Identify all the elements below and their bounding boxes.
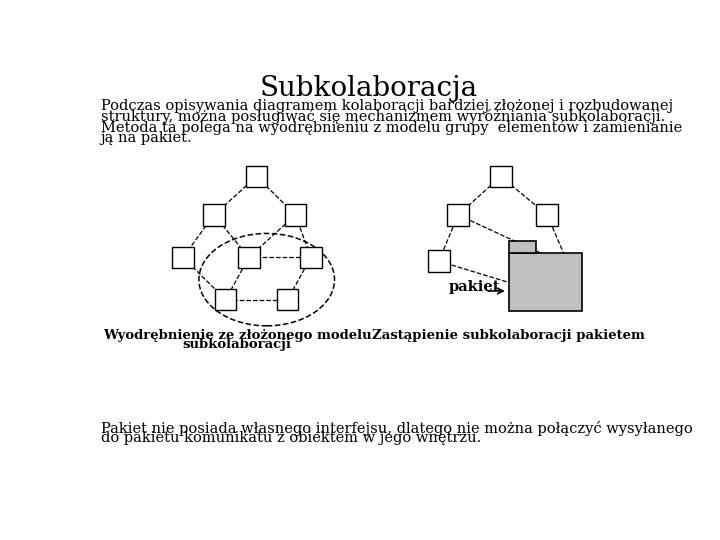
- Text: Zastąpienie subkolaboracji pakietem: Zastąpienie subkolaboracji pakietem: [372, 329, 645, 342]
- Text: subkolaboracji: subkolaboracji: [183, 338, 292, 351]
- Bar: [238, 247, 260, 268]
- Bar: [536, 204, 558, 226]
- Text: Podczas opisywania diagramem kolaboracji bardziej złożonej i rozbudowanej: Podczas opisywania diagramem kolaboracji…: [101, 99, 673, 113]
- Text: Pakiet nie posiada własnego interfejsu, dlatego nie można połączyć wysyłanego: Pakiet nie posiada własnego interfejsu, …: [101, 421, 693, 436]
- Bar: [508, 241, 536, 253]
- Bar: [276, 289, 299, 310]
- Bar: [428, 251, 449, 272]
- Bar: [203, 204, 225, 226]
- Text: do pakietu komunikatu z obiektem w jego wnętrzu.: do pakietu komunikatu z obiektem w jego …: [101, 431, 481, 446]
- Text: pakiet: pakiet: [449, 280, 500, 294]
- Bar: [246, 166, 267, 187]
- Text: Wyodrębnienie ze złożonego modelu: Wyodrębnienie ze złożonego modelu: [103, 329, 372, 342]
- Bar: [172, 247, 194, 268]
- Text: ją na pakiet.: ją na pakiet.: [101, 131, 192, 145]
- Text: struktury, można posługiwać się mechanizmem wyróżniania subkolaboracji.: struktury, można posługiwać się mechaniz…: [101, 110, 665, 124]
- Bar: [215, 289, 236, 310]
- Bar: [284, 204, 306, 226]
- Bar: [508, 253, 582, 311]
- Bar: [300, 247, 322, 268]
- Text: Subkolaboracja: Subkolaboracja: [260, 75, 478, 102]
- Bar: [490, 166, 512, 187]
- Text: Metoda ta polega na wyodrębnieniu z modelu grupy  elementów i zamienianie: Metoda ta polega na wyodrębnieniu z mode…: [101, 120, 682, 135]
- Bar: [447, 204, 469, 226]
